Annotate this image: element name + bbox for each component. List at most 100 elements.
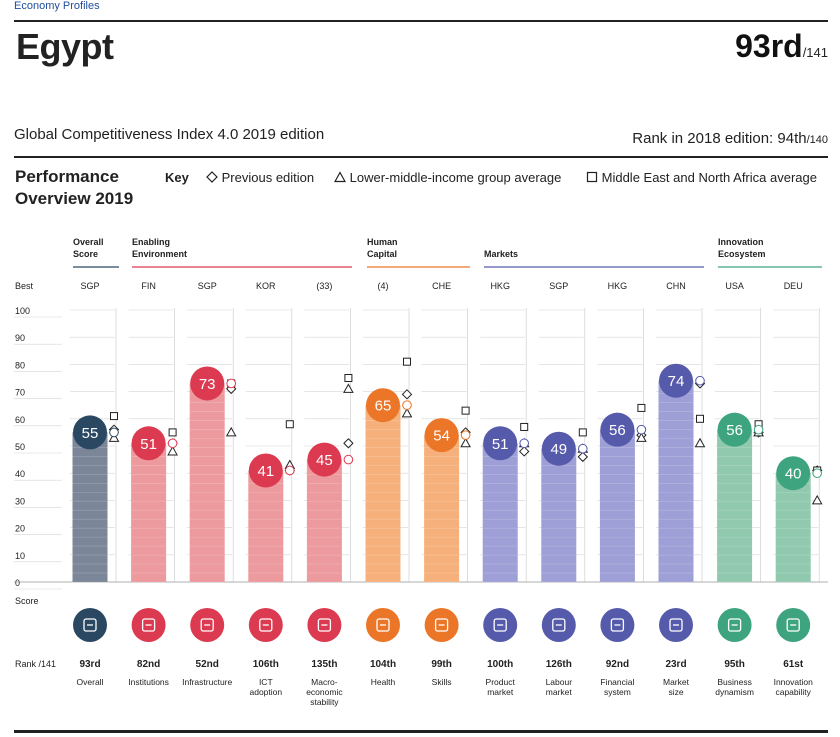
- group-header-line1: Overall: [73, 237, 104, 247]
- icon-shape: [317, 618, 332, 632]
- score-bar: [306, 459, 342, 582]
- score-value: 56: [726, 422, 743, 439]
- score-value: 40: [785, 466, 802, 483]
- business-icon-glyph: [727, 618, 742, 632]
- pillar-label-line2: capability: [775, 687, 811, 697]
- best-country-label: KOR: [256, 281, 276, 291]
- score-bar: [248, 470, 284, 582]
- score-value: 49: [550, 441, 567, 458]
- best-country-label: CHE: [432, 281, 451, 291]
- score-marker: [460, 430, 471, 440]
- score-marker: [812, 468, 823, 479]
- key-income-group: Lower-middle-income group average: [334, 170, 561, 185]
- rank-row-label: Rank /141: [15, 659, 56, 669]
- score-value: 55: [82, 425, 99, 442]
- pillar-label-line1: Skills: [432, 677, 452, 687]
- best-country-label: DEU: [784, 281, 803, 291]
- y-tick-label: 60: [15, 415, 25, 425]
- pillar-label-line1: Overall: [77, 677, 104, 687]
- score-value: 73: [199, 376, 216, 393]
- pillar-rank: 104th: [370, 659, 396, 670]
- pillar-rank: 95th: [724, 659, 745, 670]
- region-average-marker: [344, 374, 353, 382]
- performance-title-line1: Performance: [15, 167, 119, 186]
- best-country-label: SGP: [80, 281, 99, 291]
- pillar-label-line1: Labour: [546, 677, 573, 687]
- income-group-marker: [108, 432, 120, 442]
- y-tick-label: 10: [15, 551, 25, 561]
- pillar-rank: 61st: [783, 659, 804, 670]
- income-group-marker: [167, 445, 178, 456]
- score-marker: [343, 454, 354, 465]
- pillar-label-line2: market: [487, 687, 514, 697]
- rank-value: 93rd: [735, 28, 803, 64]
- income-group-marker: [343, 383, 354, 393]
- group-header-line1: Innovation: [718, 237, 764, 247]
- pillar-label-line3: stability: [310, 697, 339, 707]
- pillar-rank: 93rd: [79, 659, 100, 670]
- score-marker: [109, 427, 119, 438]
- section-divider: [14, 156, 828, 158]
- score-circle: [600, 412, 635, 447]
- icon-shape: [493, 618, 507, 632]
- y-tick-label: 90: [15, 333, 25, 343]
- score-circle: [717, 412, 752, 447]
- income-group-marker: [811, 494, 823, 505]
- previous-rank-of: /140: [806, 134, 828, 146]
- key-previous-label: Previous edition: [221, 170, 315, 185]
- best-row-label: Best: [15, 281, 34, 291]
- pillar-rank: 100th: [487, 659, 513, 670]
- best-country-label: CHN: [666, 281, 686, 291]
- pillar-label-line1: Institutions: [128, 677, 169, 687]
- pillar-rank: 52nd: [196, 659, 219, 670]
- pillar-label-line1: Market: [663, 677, 690, 687]
- score-circle: [366, 388, 400, 423]
- score-bar: [72, 432, 108, 582]
- y-tick-label: 30: [15, 496, 25, 506]
- score-circle: [307, 442, 342, 477]
- icon-shape: [200, 618, 214, 632]
- region-average-marker: [403, 357, 411, 366]
- region-average-marker: [520, 422, 529, 431]
- y-tick-label: 100: [15, 306, 30, 316]
- best-country-label: (33): [316, 281, 332, 291]
- pillar-label-line1: Financial: [600, 677, 634, 687]
- score-marker: [167, 438, 178, 449]
- income-group-marker: [401, 407, 413, 418]
- pillar-label-line1: Business: [717, 677, 752, 687]
- pillar-label-line1: Macro-: [311, 677, 338, 687]
- pillar-label-line2: economic: [306, 687, 343, 697]
- score-value: 74: [668, 373, 685, 390]
- previous-rank-label: Rank in 2018 edition: 94th: [632, 130, 807, 147]
- score-bar: [189, 383, 225, 582]
- score-bar: [131, 443, 167, 582]
- previous-edition-marker: [577, 451, 589, 463]
- group-header-line2: Ecosystem: [718, 249, 766, 259]
- institutions-icon-glyph: [141, 618, 156, 632]
- y-tick-label: 80: [15, 360, 25, 370]
- income-group-marker: [636, 432, 647, 442]
- score-value: 51: [140, 436, 157, 453]
- pillar-rank: 99th: [431, 659, 452, 670]
- score-circle: [659, 363, 693, 398]
- performance-title-line2: Overview 2019: [15, 189, 134, 208]
- macro-icon-glyph: [317, 618, 332, 632]
- pillar-label-line2: system: [604, 687, 631, 697]
- score-circle: [424, 418, 459, 453]
- score-bar: [599, 429, 635, 582]
- score-circle: [541, 431, 576, 466]
- labour-icon-glyph: [552, 618, 566, 632]
- score-circle: [483, 426, 518, 461]
- best-country-label: HKG: [608, 281, 628, 291]
- pillar-rank: 82nd: [137, 659, 160, 670]
- previous-rank: Rank in 2018 edition: 94th/140: [632, 130, 828, 147]
- health-icon-glyph: [376, 618, 390, 632]
- score-value: 45: [316, 452, 333, 469]
- top-divider: [14, 20, 828, 22]
- best-country-label: HKG: [490, 281, 510, 291]
- pillar-rank: 126th: [546, 659, 572, 670]
- score-marker: [285, 465, 295, 476]
- y-tick-label: 70: [15, 388, 25, 398]
- breadcrumb[interactable]: Economy Profiles: [14, 0, 100, 12]
